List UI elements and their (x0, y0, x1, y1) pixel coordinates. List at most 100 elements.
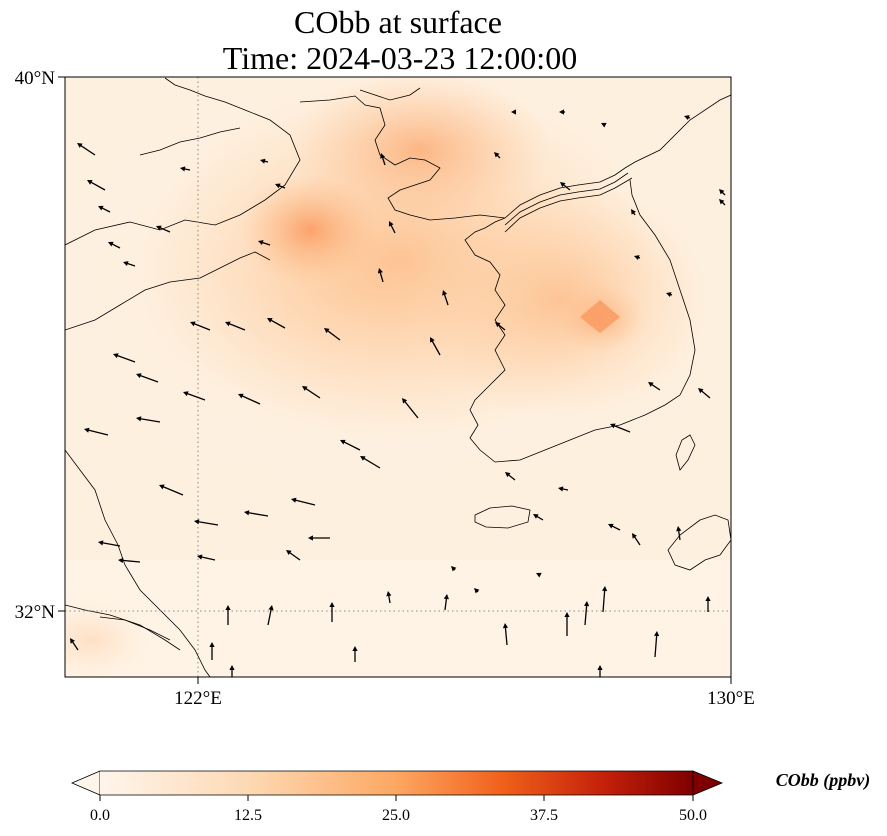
wind-arrow-head (118, 557, 124, 564)
wind-arrow-head (494, 152, 500, 158)
wind-arrow (100, 541, 121, 547)
wind-arrow-head (536, 572, 542, 578)
lat-ticks (58, 76, 65, 612)
colorbar-gradient (100, 771, 693, 795)
wind-arrow-head (258, 240, 264, 246)
wind-arrow (362, 456, 381, 469)
wind-arrow-head (194, 519, 200, 525)
wind-arrow-head (244, 510, 250, 516)
wind-arrow (138, 374, 159, 383)
wind-arrow-head (386, 591, 392, 597)
wind-arrow-head (698, 388, 704, 394)
wind-arrow (161, 485, 184, 496)
lon-tick-label-122e: 122°E (174, 688, 222, 709)
wind-arrow-head (360, 456, 366, 461)
wind-arrow-head (402, 398, 408, 404)
colorbar-extend-high (692, 770, 724, 796)
wind-arrow-head (238, 393, 244, 399)
wind-arrow (86, 429, 109, 436)
colorbar: 0.0 12.5 25.0 37.5 50.0 CObb (ppbv) (70, 770, 870, 824)
wind-arrow (584, 603, 588, 626)
wind-arrow-head (654, 631, 660, 637)
wind-arrow-head (225, 605, 231, 610)
wind-arrow-head (197, 554, 203, 560)
wind-arrow-head (84, 427, 90, 433)
wind-arrow-head (159, 484, 165, 490)
wind-arrow (158, 226, 171, 233)
wind-arrow-head (502, 623, 509, 629)
wind-arrow-head (631, 209, 636, 215)
colorbar-tick-12-5: 12.5 (234, 807, 262, 824)
wind-arrow-head (632, 533, 637, 539)
wind-arrow (196, 520, 219, 526)
wind-arrow-head (601, 122, 607, 128)
wind-arrow-head (87, 180, 93, 185)
wind-arrow-head (443, 594, 449, 600)
colorbar-tick-0: 0.0 (90, 807, 110, 824)
wind-arrow (504, 625, 508, 646)
wind-arrow-head (558, 486, 564, 492)
wind-arrow-head (442, 290, 448, 296)
wind-arrow-head (608, 523, 614, 529)
wind-arrow-head (719, 189, 725, 195)
wind-arrow-head (70, 638, 75, 644)
wind-arrow-head (634, 255, 640, 261)
wind-arrow-head (308, 535, 313, 541)
wind-arrow-head (324, 328, 330, 334)
wind-arrow-head (583, 601, 590, 607)
wind-arrow (699, 389, 711, 399)
wind-arrow-head (533, 514, 539, 519)
wind-arrow-head (719, 199, 725, 205)
wind-vectors (70, 109, 726, 677)
lat-tick-label-40n: 40°N (15, 68, 56, 89)
wind-arrow-head (388, 221, 394, 227)
gridlines (65, 77, 731, 677)
wind-arrow-head (705, 596, 711, 601)
colorbar-extend-low (70, 770, 101, 796)
coastlines (65, 77, 731, 677)
wind-arrow-head (113, 353, 119, 359)
wind-arrow (79, 144, 96, 156)
lat-tick-label-32n: 32°N (15, 602, 56, 623)
wind-arrow-head (98, 540, 104, 546)
wind-arrow (430, 339, 441, 356)
wind-arrow-head (156, 225, 162, 231)
wind-arrow (612, 424, 631, 433)
wind-arrow (654, 633, 658, 658)
map-title-line2: Time: 2024-03-23 12:00:00 (222, 40, 578, 76)
colorbar-tick-50: 50.0 (679, 807, 707, 824)
wind-arrow-head (602, 586, 608, 592)
colorbar-tick-37-5: 37.5 (530, 807, 558, 824)
wind-arrow (304, 387, 321, 399)
wind-arrow (269, 318, 286, 329)
colorbar-title: CObb (ppbv) (776, 770, 870, 791)
wind-arrow-head (511, 109, 516, 115)
wind-arrow (444, 596, 448, 611)
wind-arrow-head (474, 588, 480, 594)
wind-arrow (326, 329, 341, 341)
wind-arrow-head (610, 423, 616, 429)
wind-arrow-head (123, 261, 129, 267)
wind-arrow-head (597, 665, 603, 670)
wind-arrow (403, 399, 419, 419)
wind-arrow-head (495, 322, 501, 328)
wind-arrow (246, 511, 269, 517)
wind-arrow-head (340, 439, 346, 445)
wind-arrow-head (684, 115, 690, 121)
wind-arrow (120, 559, 141, 563)
wind-arrow (185, 392, 206, 401)
concentration-field (65, 77, 731, 677)
wind-arrow-head (225, 321, 231, 327)
wind-arrow (192, 322, 211, 331)
wind-arrow-head (77, 143, 83, 148)
wind-arrow (342, 440, 361, 451)
wind-arrow (267, 607, 273, 626)
wind-arrow-head (98, 205, 104, 211)
wind-arrow (240, 394, 261, 405)
wind-arrow-head (329, 602, 335, 607)
wind-arrow-head (352, 646, 358, 651)
lon-tick-label-130e: 130°E (707, 688, 755, 709)
wind-arrow-head (666, 292, 672, 298)
wind-arrow-head (180, 166, 186, 172)
